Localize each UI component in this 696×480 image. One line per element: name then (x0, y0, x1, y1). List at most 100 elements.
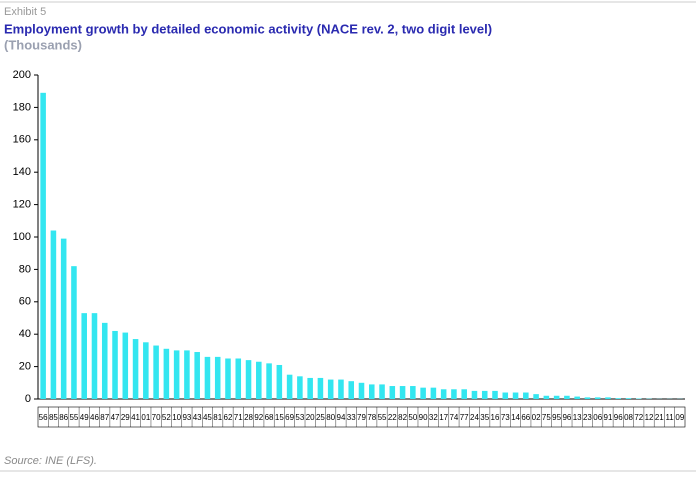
bar (482, 391, 488, 399)
x-tick-label: 55 (378, 413, 387, 422)
bar (51, 231, 57, 399)
y-tick-label: 20 (19, 361, 31, 373)
bar (410, 386, 416, 399)
y-tick-label: 80 (19, 263, 31, 275)
x-tick-label: 15 (275, 413, 284, 422)
x-tick-label: 10 (172, 413, 181, 422)
bar (585, 397, 591, 399)
chart-subtitle: (Thousands) (4, 37, 82, 52)
bar (133, 339, 139, 399)
bar (235, 359, 241, 400)
source: Source: INE (LFS). (4, 455, 97, 467)
bar (420, 388, 426, 399)
x-tick-label: 33 (347, 413, 356, 422)
bar (472, 391, 478, 399)
x-tick-label: 91 (604, 413, 613, 422)
bar (307, 378, 313, 399)
x-tick-label: 93 (182, 413, 191, 422)
x-tick-label: 80 (326, 413, 335, 422)
chart-title: Employment growth by detailed economic a… (4, 21, 492, 36)
bar (400, 386, 406, 399)
x-tick-label: 86 (59, 413, 68, 422)
x-tick-label: 74 (449, 413, 458, 422)
bar (379, 384, 385, 399)
bar (328, 380, 334, 399)
x-tick-label: 12 (645, 413, 654, 422)
bar (461, 389, 467, 399)
bar (164, 349, 170, 399)
bar (143, 342, 149, 399)
bar (574, 397, 580, 399)
x-tick-label: 62 (224, 413, 233, 422)
x-tick-label: 82 (398, 413, 407, 422)
bar (123, 333, 129, 399)
bar (369, 384, 375, 399)
bar (225, 359, 231, 400)
bar (112, 331, 118, 399)
x-tick-label: 78 (367, 413, 376, 422)
bar (431, 388, 437, 399)
x-tick-label: 21 (655, 413, 664, 422)
x-tick-label: 17 (439, 413, 448, 422)
bar (61, 239, 67, 399)
x-tick-label: 90 (419, 413, 428, 422)
x-tick-label: 24 (470, 413, 479, 422)
x-tick-label: 25 (316, 413, 325, 422)
bar (297, 376, 303, 399)
x-tick-label: 56 (39, 413, 48, 422)
bar (184, 350, 190, 399)
x-tick-label: 66 (521, 413, 530, 422)
x-tick-label: 94 (337, 413, 346, 422)
bar (71, 266, 77, 399)
x-tick-label: 79 (357, 413, 366, 422)
x-tick-label: 09 (675, 413, 684, 422)
y-tick-label: 120 (13, 199, 31, 211)
bar (615, 398, 621, 399)
x-tick-label: 16 (491, 413, 500, 422)
bar (246, 360, 252, 399)
x-tick-label: 49 (80, 413, 89, 422)
x-tick-label: 70 (152, 413, 161, 422)
bar (153, 346, 159, 399)
bar (533, 394, 539, 399)
x-tick-label: 75 (542, 413, 551, 422)
y-tick-label: 180 (13, 101, 31, 113)
y-tick-label: 40 (19, 328, 31, 340)
x-tick-label: 72 (634, 413, 643, 422)
bar (544, 396, 550, 399)
x-tick-label: 28 (244, 413, 253, 422)
y-tick-label: 60 (19, 296, 31, 308)
x-tick-label: 02 (532, 413, 541, 422)
x-tick-label: 73 (501, 413, 510, 422)
x-tick-label: 35 (480, 413, 489, 422)
bar (564, 396, 570, 399)
x-tick-label: 32 (429, 413, 438, 422)
bar (215, 357, 221, 399)
bar (441, 389, 447, 399)
x-tick-label: 55 (69, 413, 78, 422)
x-tick-label: 23 (583, 413, 592, 422)
bar (174, 350, 180, 399)
bar (277, 365, 283, 399)
x-tick-label: 96 (562, 413, 571, 422)
bar (390, 386, 396, 399)
x-tick-label: 92 (254, 413, 263, 422)
bar (81, 313, 87, 399)
bar (92, 313, 98, 399)
bar (595, 397, 601, 399)
x-tick-label: 01 (141, 413, 150, 422)
bar (205, 357, 211, 399)
x-tick-label: 46 (90, 413, 99, 422)
x-tick-label: 43 (193, 413, 202, 422)
x-tick-label: 08 (624, 413, 633, 422)
x-tick-label: 68 (265, 413, 274, 422)
x-tick-label: 13 (573, 413, 582, 422)
bar (605, 397, 611, 399)
x-tick-label: 85 (49, 413, 58, 422)
bar (256, 362, 262, 399)
x-tick-label: 11 (665, 413, 674, 422)
bar (503, 393, 509, 399)
x-tick-label: 71 (234, 413, 243, 422)
bar (287, 375, 293, 399)
